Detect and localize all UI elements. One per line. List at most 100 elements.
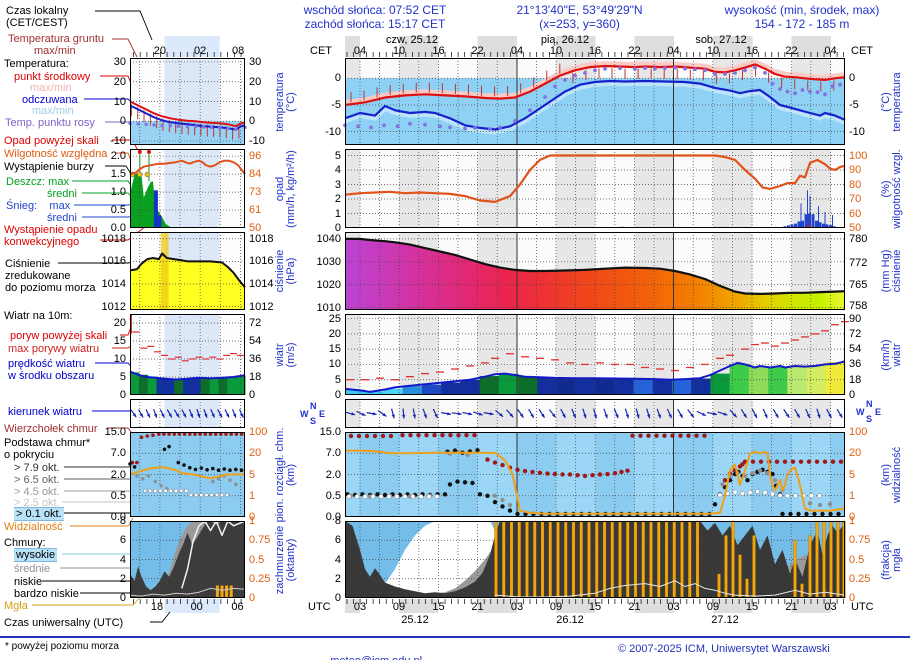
axis-label: UTC <box>851 601 874 613</box>
axis-label: 7.0 <box>110 447 126 460</box>
axis-label: 36 <box>249 353 262 365</box>
axis-label: 0.5 <box>249 553 265 566</box>
label-podstawa-1: Podstawa chmur* <box>4 437 91 449</box>
main-cloud-chart <box>345 432 846 517</box>
axis-label: 15 <box>113 335 126 347</box>
axis-label: 25 <box>328 312 341 325</box>
label-opad-konw-2: konwekcyjnego <box>4 236 80 248</box>
label-opad-konw-1: Wystąpienie opadu <box>4 224 98 236</box>
axis-label: 60 <box>849 207 862 220</box>
axis-label: 1 <box>249 489 256 502</box>
label-okt-65: > 6.5 okt. <box>14 474 60 486</box>
label-predkosc-2: w środku obszaru <box>8 370 95 382</box>
label-okt-01: > 0.1 okt. <box>14 508 64 520</box>
axis-label: 5 <box>119 371 126 383</box>
label-czas-utc: Czas uniwersalny (UTC) <box>4 617 124 629</box>
label-chmury-niskie: niskie <box>14 576 43 588</box>
axis-label: 90 <box>849 164 862 177</box>
axis-label: 2.0 <box>325 468 341 481</box>
axis-label: 8 <box>119 515 126 527</box>
axis-label: 758 <box>849 300 868 313</box>
mini-precip-chart <box>129 149 246 228</box>
axis-label: 2.0 <box>110 150 126 163</box>
axis-label: 1.0 <box>110 186 126 199</box>
footer-divider <box>0 636 910 638</box>
axis-label: 5 <box>334 373 341 386</box>
axis-label: 0.25 <box>249 572 271 585</box>
label-wilgotnosc: Wilgotność względna <box>4 148 108 160</box>
altitude-values: 154 - 172 - 185 m <box>754 17 850 31</box>
axis-label: 09 <box>392 601 406 613</box>
label-wierzcholek: Wierzchołek chmur <box>4 423 98 435</box>
axis-label: 1030 <box>316 255 341 268</box>
axis-label: -10 <box>110 135 126 148</box>
axis-label: 6 <box>334 534 341 547</box>
axis-label: 5 <box>334 149 341 162</box>
axis-label: 0.75 <box>249 534 271 547</box>
axis-label: 20 <box>849 447 862 460</box>
mini-wind-chart <box>129 314 246 395</box>
axis-label: 1 <box>334 207 341 220</box>
axis-label: -10 <box>325 125 341 138</box>
axis-label: 0 <box>849 511 856 523</box>
label-temperatura: Temperatura: <box>4 58 69 70</box>
axis-label: 1012 <box>101 300 126 313</box>
label-widzialnosc: Widzialność <box>4 521 63 533</box>
axis-label: 21 <box>471 601 484 613</box>
axis-label: 72 <box>849 327 862 340</box>
axis-label: -10 <box>249 135 265 148</box>
axis-label: 03 <box>353 601 367 613</box>
axis-label: 30 <box>249 55 262 68</box>
label-chmury-srednie: średnie <box>14 563 51 575</box>
mini-pres-chart <box>129 232 246 310</box>
main-rh-chart <box>344 149 846 229</box>
axis-label: 18 <box>849 373 862 386</box>
axis-label: 26.12 <box>556 614 584 626</box>
sun-times: wschód słońca: 07:52 CET zachód słońca: … <box>270 3 480 31</box>
axis-label: CET <box>851 45 873 57</box>
axis-label: 54 <box>849 343 862 356</box>
axis-label: 0.5 <box>110 204 126 217</box>
axis-label: 1 <box>249 515 256 527</box>
axis-label: 03 <box>510 601 524 613</box>
label-odczuwana: odczuwana <box>22 94 78 106</box>
axis-label: 10 <box>549 45 563 57</box>
label-kierunek: kierunek wiatru <box>8 406 82 418</box>
axis-label: 36 <box>849 358 862 371</box>
label-mgla: Mgła <box>4 600 28 612</box>
axis-label: 20 <box>113 317 126 329</box>
label-punkt-maxmin: max/min <box>30 82 72 94</box>
axis-label: 4 <box>334 553 341 566</box>
axis-label: 54 <box>249 335 262 347</box>
axis-label: 8 <box>334 515 341 527</box>
contact-email: meteo@icm.edu.pl <box>318 643 422 660</box>
axis-label: 0.5 <box>325 489 341 502</box>
axis-label: 0 <box>334 389 341 401</box>
axis-label: 02 <box>194 45 207 57</box>
axis-label: 1010 <box>316 301 341 314</box>
axis-label: 780 <box>849 233 868 246</box>
label-deszcz-sredni: średni <box>47 188 77 200</box>
footnote: * powyżej poziomu morza <box>5 641 119 652</box>
axis-label: 10 <box>706 45 720 57</box>
label-temp-gruntu-maxmin: max/min <box>34 45 76 57</box>
label-predkosc-1: prędkość wiatru <box>8 358 86 370</box>
mini-cover-chart <box>129 520 246 598</box>
axis-label: 30 <box>113 55 126 68</box>
axis-label: 0.75 <box>849 534 871 547</box>
axis-label: -5 <box>331 98 341 111</box>
axis-label: 1018 <box>101 232 126 245</box>
label-max-porywy: max porywy wiatru <box>8 343 100 355</box>
axis-label: UTC <box>308 601 331 613</box>
axis-label: 20 <box>153 45 167 57</box>
axis-label: 0.0 <box>325 511 341 523</box>
mini-temp-chart <box>128 58 247 145</box>
sunset-text: zachód słońca: 15:17 CET <box>304 17 446 31</box>
axis-label: 22 <box>628 45 641 57</box>
label-chmury-wysokie: wysokie <box>14 549 58 561</box>
label-okt-79: > 7.9 okt. <box>14 462 60 474</box>
axis-label: 15 <box>588 601 602 613</box>
email-link[interactable]: meteo@icm.edu.pl <box>330 655 422 660</box>
axis-label: 1 <box>849 489 856 502</box>
axis-label: 1016 <box>249 255 274 268</box>
